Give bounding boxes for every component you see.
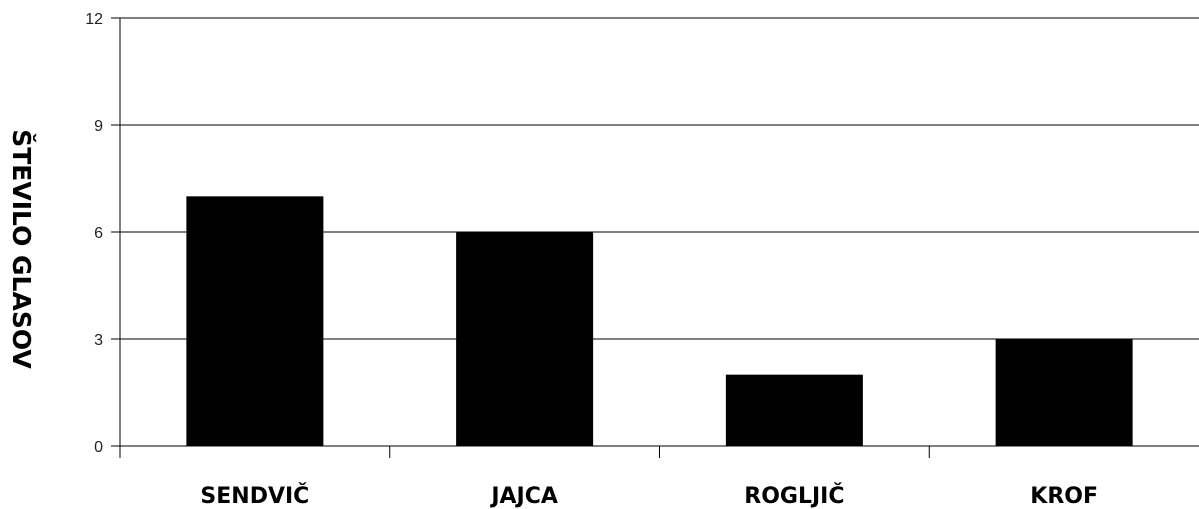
bar-3 <box>725 374 863 446</box>
bar-1 <box>186 196 324 446</box>
axes <box>111 17 1199 458</box>
bar-2 <box>456 232 594 446</box>
y-tick-label-6: 6 <box>94 225 103 242</box>
y-tick-label-9: 9 <box>94 118 103 135</box>
y-tick-label-0: 0 <box>94 439 103 456</box>
y-tick-label-3: 3 <box>94 332 103 349</box>
y-axis-title: ŠTEVILO GLASOV <box>7 129 37 369</box>
x-tick-label-3: ROGLJIČ <box>744 483 844 509</box>
x-tick-label-2: JAJCA <box>489 484 558 509</box>
x-tick-label-1: SENDVIČ <box>200 483 309 509</box>
bar-4 <box>995 339 1133 446</box>
y-tick-label-12: 12 <box>85 11 103 28</box>
x-tick-label-4: KROF <box>1030 484 1098 509</box>
bars <box>186 196 1133 446</box>
tick-labels: 0 3 6 9 12 SENDVIČ JAJCA ROGLJIČ KROF <box>85 11 1098 509</box>
